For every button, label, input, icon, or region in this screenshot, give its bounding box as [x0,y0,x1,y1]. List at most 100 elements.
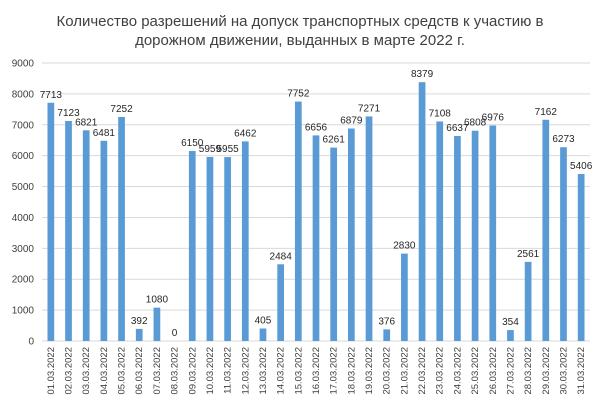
data-label: 6150 [181,138,204,149]
x-tick-label: 06.03.2022 [134,347,145,395]
x-tick-label: 01.03.2022 [46,347,57,395]
y-tick-label: 8000 [12,89,35,100]
x-tick-label: 31.03.2022 [576,347,587,395]
bar-30.03.2022 [560,147,567,341]
bar-21.03.2022 [401,253,408,341]
data-label: 7108 [429,108,452,119]
bars [47,82,585,342]
data-label: 7271 [358,103,381,114]
data-label: 6273 [552,134,575,145]
bar-12.03.2022 [241,141,249,341]
x-tick-label: 21.03.2022 [399,347,410,395]
x-tick-label: 07.03.2022 [152,347,163,395]
bar-18.03.2022 [347,128,355,341]
x-tick-label: 23.03.2022 [435,347,446,395]
bar-11.03.2022 [224,157,231,341]
bar-17.03.2022 [330,147,338,341]
data-label: 7713 [40,90,63,101]
data-label: 6462 [234,128,257,139]
bar-09.03.2022 [188,151,196,341]
x-tick-label: 14.03.2022 [276,347,287,395]
bar-29.03.2022 [542,119,550,342]
bar-02.03.2022 [65,120,72,341]
chart-title-line-2: дорожном движении, выданных в марте 2022… [135,32,465,49]
x-tick-label: 12.03.2022 [240,347,251,395]
x-axis-ticks: 01.03.2022 02.03.2022 03.03.2022 04.03.2022… [46,347,587,395]
data-label: 2830 [393,241,416,252]
x-tick-label: 26.03.2022 [488,347,499,395]
bar-25.03.2022 [471,130,479,341]
data-label: 6656 [305,122,328,133]
bar-03.03.2022 [82,130,90,341]
bar-16.03.2022 [312,135,320,341]
y-tick-label: 4000 [12,213,35,224]
y-tick-label: 6000 [12,151,35,162]
x-tick-label: 02.03.2022 [64,347,75,395]
data-label: 6808 [464,118,487,129]
bar-19.03.2022 [365,116,373,341]
data-label: 7752 [287,89,310,100]
x-tick-label: 18.03.2022 [346,347,357,395]
x-tick-label: 11.03.2022 [223,347,234,394]
data-label: 1080 [146,295,169,306]
bar-05.03.2022 [118,116,125,341]
x-tick-label: 08.03.2022 [170,347,181,395]
y-tick-label: 5000 [12,182,35,193]
x-tick-label: 03.03.2022 [81,347,92,395]
y-tick-label: 1000 [12,306,35,317]
x-tick-label: 15.03.2022 [293,347,304,395]
x-tick-label: 20.03.2022 [382,347,393,395]
data-label: 6261 [323,135,346,146]
x-tick-label: 30.03.2022 [558,347,569,395]
y-tick-label: 9000 [12,59,35,70]
data-label: 6637 [446,123,469,134]
bar-27.03.2022 [507,330,514,341]
bar-01.03.2022 [47,102,55,341]
bar-20.03.2022 [383,329,391,341]
bar-04.03.2022 [100,140,108,341]
data-label: 6879 [340,116,363,127]
bar-13.03.2022 [259,328,267,341]
x-tick-label: 09.03.2022 [187,347,198,395]
data-label: 7162 [535,107,558,118]
data-label: 2561 [517,249,540,260]
bar-07.03.2022 [153,307,161,341]
data-label: 7123 [57,108,80,119]
data-label: 354 [502,317,519,328]
y-tick-label: 0 [28,337,34,348]
bar-22.03.2022 [418,82,426,341]
x-tick-label: 17.03.2022 [329,347,340,395]
bar-10.03.2022 [206,156,214,341]
x-tick-label: 16.03.2022 [311,347,322,395]
data-label: 7252 [110,104,133,115]
y-tick-label: 3000 [12,244,35,255]
data-label: 6976 [482,113,505,124]
data-label: 392 [131,316,148,327]
y-tick-label: 2000 [12,275,35,286]
x-tick-label: 22.03.2022 [417,347,428,395]
data-label: 5406 [570,161,593,172]
data-label: 6481 [93,128,116,139]
x-tick-label: 29.03.2022 [541,347,552,395]
bar-31.03.2022 [577,174,585,341]
x-tick-label: 13.03.2022 [258,347,269,395]
bar-14.03.2022 [277,264,285,341]
bar-24.03.2022 [454,135,461,341]
bar-23.03.2022 [436,121,444,342]
data-label: 0 [172,328,178,339]
data-label: 8379 [411,69,434,80]
x-tick-label: 28.03.2022 [523,347,534,395]
x-tick-label: 27.03.2022 [505,347,516,395]
data-label: 2484 [270,251,293,262]
data-label: 405 [255,315,272,326]
bar-06.03.2022 [135,328,143,341]
data-label: 376 [378,316,395,327]
x-tick-label: 04.03.2022 [99,347,110,395]
y-tick-label: 7000 [12,120,35,131]
data-label: 5959 [199,144,222,155]
y-axis-ticks: 0 1000 2000 3000 4000 5000 6000 7000 8000 9000 [12,59,35,348]
data-label: 6821 [75,117,98,128]
